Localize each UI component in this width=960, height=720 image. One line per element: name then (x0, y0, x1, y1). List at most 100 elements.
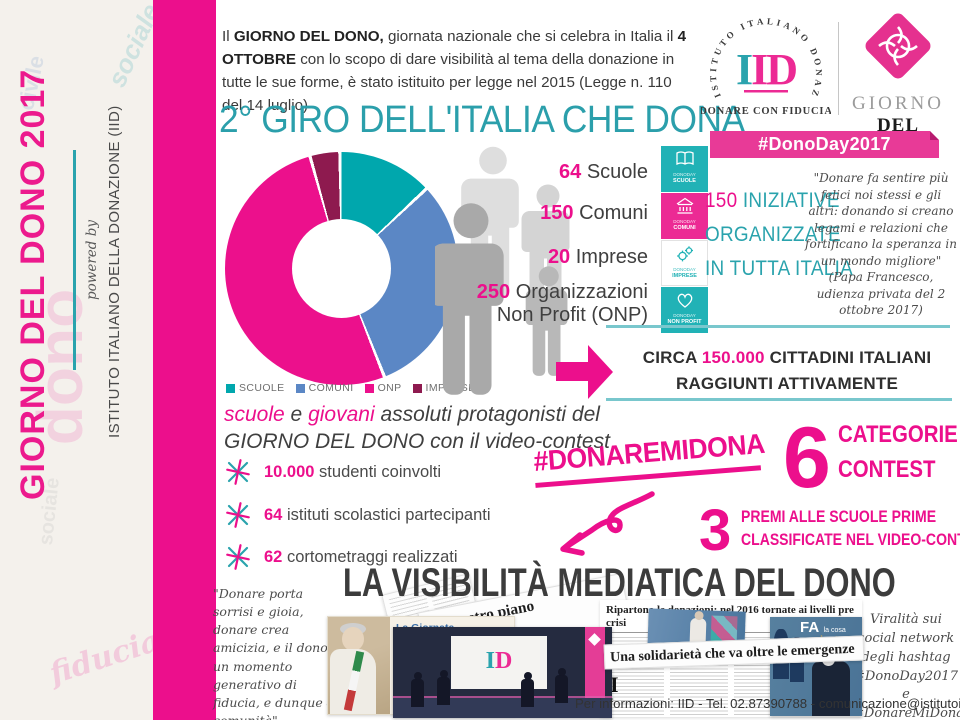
video-contest-intro: scuole e giovani assoluti protagonisti d… (224, 402, 610, 456)
id-letter: I (485, 648, 495, 674)
stat-label: Scuole (581, 161, 648, 183)
legend-swatch (412, 383, 422, 393)
reach-statement: CIRCA 150.000 CITTADINI ITALIANI RAGGIUN… (622, 345, 952, 398)
reach-text: RAGGIUNTI ATTIVAMENTE (675, 374, 899, 394)
stage-light (393, 696, 612, 698)
legend-label: COMUNI (308, 382, 354, 394)
bullet-text: 64 istituti scolastici partecipanti (264, 506, 491, 525)
stat-label: Comuni (573, 202, 648, 224)
contest-label: CATEGORIE (838, 421, 958, 448)
sidebar-pink-bar (153, 0, 216, 720)
media-section-title: LA VISIBILITÀ MEDIATICA DEL DONO (343, 561, 896, 605)
teal-divider (606, 398, 952, 401)
logo-divider (838, 22, 839, 115)
highlight-scuole: scuole (224, 403, 285, 426)
organization-name: ISTITUTO ITALIANO DELLA DONAZIONE (IID) (106, 105, 123, 438)
gdd-diamond-icon (865, 13, 931, 79)
donoday-badges: DONODAY SCUOLE DONODAY COMUNI DONODAY IM… (661, 146, 708, 334)
badge-brand: DONODAY (673, 313, 696, 318)
pope-photo (328, 617, 390, 714)
reach-number: 150.000 (701, 348, 765, 367)
watermark-word: fiducia (45, 623, 165, 692)
stat-onp: 250 Organizzazioni Non Profit (ONP) (477, 281, 648, 327)
quote-text: "Donare porta sorrisi e gioia, donare cr… (213, 586, 339, 720)
badge-name: IMPRESE (672, 272, 697, 279)
left-sidebar: dono sociale civile fiducia sociale GIOR… (0, 0, 216, 720)
section-title: 2° GIRO DELL'ITALIA CHE DONA (219, 99, 745, 141)
iid-underline (744, 90, 788, 93)
legend-item: COMUNI (295, 382, 354, 394)
intro-text: GIORNO DEL DONO con il video-contest (224, 429, 610, 453)
bullet-label: studenti coinvolti (314, 462, 442, 481)
bullet-label: cortometraggi realizzati (282, 547, 458, 566)
bullet-label: istituti scolastici partecipanti (282, 505, 491, 524)
intro-text: Il (222, 28, 234, 46)
person-silhouette (411, 672, 424, 707)
legend-label: SCUOLE (239, 382, 285, 394)
teal-divider (606, 325, 950, 328)
legend-swatch (295, 383, 305, 393)
highlight-giovani: giovani (308, 403, 375, 426)
prize-label: CLASSIFICATE NEL VIDEO-CONTEST (741, 531, 960, 549)
bullet-text: 10.000 studenti coinvolti (264, 463, 441, 482)
legend-swatch (364, 383, 374, 393)
bullet-number: 64 (264, 505, 283, 524)
stat-scuole: 64 Scuole (559, 161, 648, 184)
stat-value: 64 (559, 161, 582, 183)
giorno-del-dono-logo: GIORNO DEL DONO (845, 10, 951, 158)
contest-number-6: 6 (783, 410, 831, 506)
donoday-ribbon: #DonoDay2017 (710, 131, 939, 158)
legend-item: ONP (364, 382, 402, 394)
badge-scuole: DONODAY SCUOLE (661, 146, 708, 192)
legend-swatch (226, 383, 235, 393)
contest-label: CONTEST (838, 456, 936, 483)
stat-value: 150 (540, 202, 574, 224)
badge-comuni: DONODAY COMUNI (661, 193, 708, 239)
iid-letters-id: ID (751, 45, 796, 94)
bullet-number: 62 (264, 547, 283, 566)
iid-logo: ISTITUTO ITALIANO DONAZIONE IID DONARE C… (701, 6, 831, 117)
studio-screen: ID (451, 636, 547, 689)
donut-chart (225, 152, 458, 385)
bullet-text: 62 cortometraggi realizzati (264, 548, 458, 567)
powered-by-label: powered by (84, 220, 100, 300)
stat-label: Organizzazioni (510, 281, 648, 303)
show-title-fa: FA (800, 619, 820, 636)
legend-item: SCUOLE (226, 382, 285, 394)
heart-icon (677, 293, 692, 308)
initiatives-line1: 150 INIZIATIVE (705, 183, 853, 217)
badge-name: SCUOLE (673, 177, 696, 184)
legend-label: ONP (377, 382, 402, 394)
footer-contact-info: Per informazioni: IID - Tel. 02.87390788… (575, 696, 960, 711)
person-silhouette (521, 672, 534, 707)
studio-banner (585, 627, 605, 699)
intro-text: e (284, 403, 309, 426)
iid-letter-i: I (736, 45, 752, 94)
badge-brand: DONODAY (673, 219, 696, 224)
sidebar-divider-line (73, 150, 76, 370)
tv-studio-photo: ID (393, 627, 612, 718)
badge-brand: DONODAY (673, 267, 696, 272)
intro-bold-date: 4 OTTOBRE (222, 28, 687, 68)
quote-attribution: (Papa Francesco, udienza privata del 2 o… (816, 270, 946, 318)
poster-title: GIORNO DEL DONO 2017 (14, 68, 52, 500)
initiatives-block: 150 INIZIATIVE ORGANIZZATE IN TUTTA ITAL… (705, 183, 853, 285)
pope-quote: "Donare fa sentire più felici noi stessi… (805, 170, 957, 319)
mattarella-quote: "Donare porta sorrisi e gioia, donare cr… (213, 585, 341, 720)
asterisk-star-icon (226, 544, 250, 570)
bullet-number: 10.000 (264, 462, 315, 481)
stat-label: Non Profit (ONP) (496, 304, 648, 326)
intro-text: assoluti protagonisti del (374, 403, 600, 426)
contest-number-3: 3 (699, 498, 732, 563)
intro-text: giornata nazionale che si celebra in Ita… (383, 28, 678, 46)
stat-comuni: 150 Comuni (540, 202, 648, 225)
svg-text:IID: IID (736, 45, 796, 94)
reach-text: CITTADINI ITALIANI (764, 348, 932, 367)
asterisk-star-icon (226, 502, 250, 528)
initiatives-text: INIZIATIVE (737, 188, 840, 212)
quote-text: "Donare fa sentire più felici noi stessi… (805, 171, 957, 268)
stat-label: Imprese (570, 246, 648, 268)
article-drop-cap: I (610, 672, 619, 697)
initiatives-line3: IN TUTTA ITALIA (705, 256, 853, 280)
